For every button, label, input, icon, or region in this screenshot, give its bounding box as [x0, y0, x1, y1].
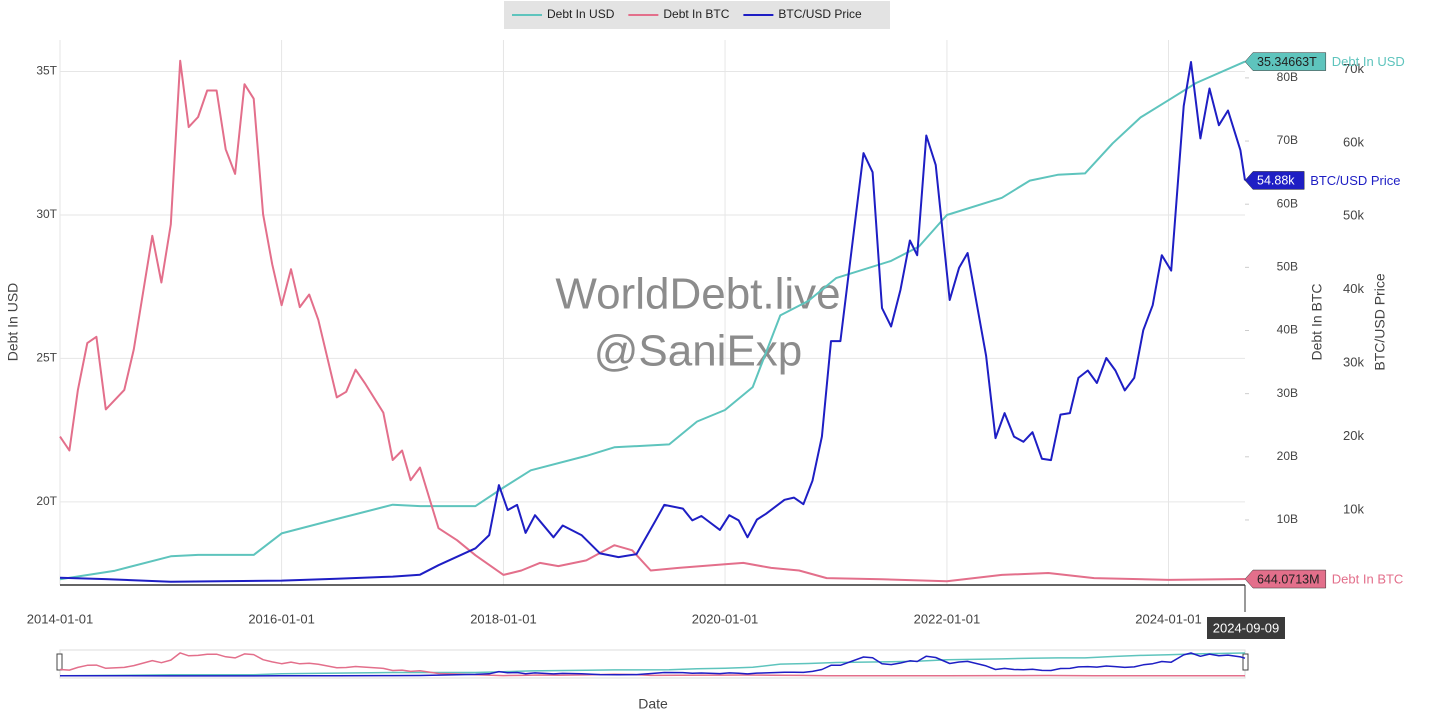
line — [59, 60, 1246, 581]
series-end-name: Debt In BTC — [1332, 571, 1404, 586]
watermark: WorldDebt.live — [555, 270, 840, 319]
range-slider-line — [60, 652, 1246, 677]
y-tick-label: 30T — [36, 207, 57, 221]
range-slider-line — [59, 652, 1246, 677]
y3-tick-label: 50k — [1343, 208, 1364, 223]
y2-tick-label: 40B — [1277, 323, 1298, 337]
line — [59, 59, 1246, 583]
line — [59, 61, 1246, 583]
y2-tick-label: 10B — [1277, 512, 1298, 526]
x-tick-label: 2022-01-01 — [914, 611, 981, 626]
end-label-box — [1244, 171, 1305, 190]
y3-tick-label: 20k — [1343, 428, 1364, 443]
y2-tick-label: 30B — [1277, 386, 1298, 400]
y2-tick-label: 70B — [1277, 133, 1298, 147]
y2-axis-title: Debt In BTC — [1309, 283, 1325, 360]
series-end-name: Debt In USD — [1332, 54, 1405, 69]
end-label-box — [1244, 569, 1327, 589]
legend-label: Debt In USD — [547, 7, 615, 21]
y2-tick-label: 20B — [1277, 449, 1298, 463]
x-tick-label: 2016-01-01 — [248, 611, 315, 626]
y3-tick-label: 60k — [1343, 134, 1364, 149]
range-slider-line — [59, 652, 1246, 677]
hover-label: 2024-09-09 — [1213, 620, 1280, 635]
y-tick-label: 25T — [36, 351, 57, 365]
y2-tick-label: 60B — [1277, 196, 1298, 210]
x-tick-label: 2014-01-01 — [27, 611, 94, 626]
x-tick-label: 2024-01-01 — [1135, 611, 1202, 626]
legend-box — [504, 1, 890, 29]
x-tick-label: 2020-01-01 — [692, 611, 759, 626]
end-label: 35.34663T — [1257, 55, 1317, 69]
y3-axis-title: BTC/USD Price — [1372, 273, 1388, 370]
legend-label: Debt In BTC — [663, 7, 729, 21]
range-handle[interactable] — [56, 653, 63, 671]
y3-tick-label: 70k — [1343, 61, 1364, 76]
watermark: @SaniExp — [594, 327, 803, 376]
y3-tick-label: 10k — [1343, 502, 1364, 517]
y3-tick-label: 30k — [1343, 355, 1364, 370]
end-label: 54.88k — [1257, 174, 1295, 188]
y2-tick-label: 50B — [1277, 260, 1298, 274]
series-end-name: BTC/USD Price — [1310, 173, 1400, 188]
x-tick-label: 2018-01-01 — [470, 611, 537, 626]
legend-label: BTC/USD Price — [778, 7, 862, 21]
y3-tick-label: 40k — [1343, 281, 1364, 296]
hover-box — [1207, 617, 1285, 639]
y-tick-label: 35T — [36, 64, 57, 78]
end-label-box — [1244, 52, 1327, 71]
y-tick-label: 20T — [36, 494, 57, 508]
y-axis-title: Debt In USD — [5, 283, 21, 362]
y2-tick-label: 80B — [1277, 70, 1298, 84]
x-axis-title: Date — [638, 696, 668, 712]
end-label: 644.0713M — [1257, 572, 1320, 586]
range-handle[interactable] — [1242, 653, 1249, 671]
